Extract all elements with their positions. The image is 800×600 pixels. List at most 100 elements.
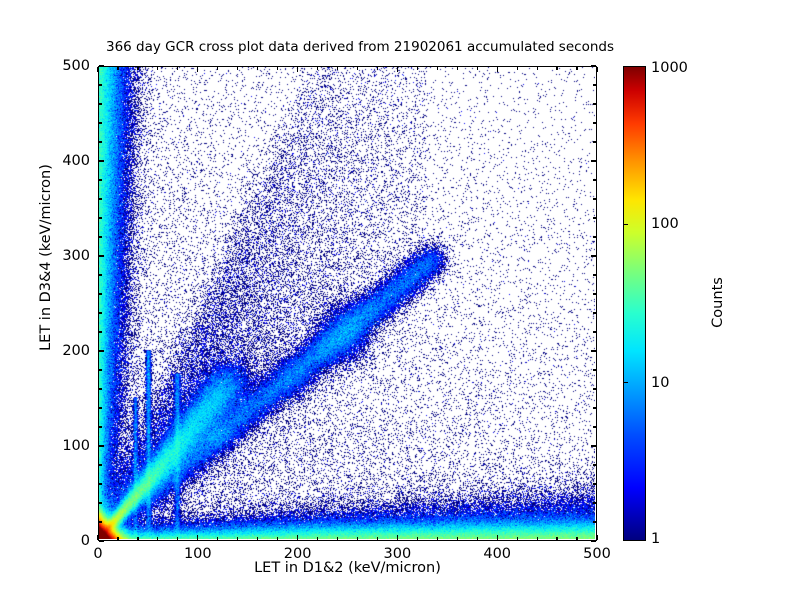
y-minortick-right [593, 122, 596, 124]
x-minortick-top [316, 67, 319, 70]
x-tick-200 [297, 535, 299, 540]
colorbar-ticklabel-100: 100 [651, 216, 679, 233]
y-tick-right-500 [591, 65, 596, 67]
x-ticklabel-300: 300 [383, 546, 412, 562]
x-minortick-top [336, 67, 339, 70]
x-ticklabel-500: 500 [583, 546, 611, 562]
x-minortick [137, 537, 139, 540]
y-minortick-right [593, 407, 596, 409]
y-minortick [99, 388, 102, 390]
y-minortick [99, 483, 102, 485]
x-minortick-top [157, 67, 159, 70]
y-tick-200 [99, 350, 104, 352]
x-minortick [476, 537, 478, 540]
y-tick-0 [99, 540, 104, 542]
x-minortick-top [476, 67, 478, 70]
x-minortick-top [436, 67, 438, 70]
y-minortick-right [593, 217, 596, 219]
colorbar[interactable] [623, 66, 646, 541]
y-tick-right-300 [591, 255, 596, 257]
x-minortick-top [536, 67, 538, 70]
y-minortick [99, 369, 102, 371]
y-minortick-right [593, 141, 596, 143]
plot-axes[interactable] [98, 66, 597, 541]
x-tick-top-500 [596, 67, 598, 72]
y-minortick [99, 217, 102, 219]
x-minortick-top [576, 67, 578, 70]
y-ticklabel-100: 100 [62, 438, 90, 454]
x-ticklabel-400: 400 [483, 546, 512, 562]
y-minortick-right [593, 502, 596, 504]
y-tick-right-0 [591, 540, 596, 542]
x-tick-top-100 [197, 67, 199, 72]
x-minortick [177, 537, 179, 540]
x-minortick-top [117, 67, 119, 70]
x-minortick [356, 537, 359, 540]
colorbar-ticklabel-1: 1 [651, 531, 661, 547]
x-minortick [436, 537, 438, 540]
y-minortick-right [593, 426, 596, 428]
y-minortick-right [593, 198, 596, 200]
x-tick-top-0 [97, 67, 99, 72]
y-minortick [99, 179, 102, 181]
y-minortick-right [593, 464, 596, 466]
y-ticklabel-300: 300 [62, 248, 90, 264]
y-minortick-right [593, 179, 596, 181]
x-minortick-top [556, 67, 558, 70]
x-minortick [516, 537, 518, 540]
colorbar-tick-10 [623, 382, 628, 384]
x-minortick-top [257, 67, 259, 70]
y-tick-right-200 [591, 350, 596, 352]
x-tick-top-400 [496, 67, 498, 72]
x-minortick [316, 537, 319, 540]
y-minortick [99, 502, 102, 504]
y-minortick [99, 293, 102, 295]
y-ticklabel-0: 0 [80, 533, 90, 549]
x-minortick-top [237, 67, 239, 70]
y-tick-400 [99, 160, 104, 162]
y-minortick [99, 274, 102, 276]
y-ticklabel-400: 400 [62, 153, 90, 169]
colorbar-ticklabel-1000: 1000 [651, 60, 688, 76]
y-minortick-right [593, 388, 596, 390]
y-minortick [99, 426, 102, 428]
x-minortick [336, 537, 339, 540]
x-axis-label: LET in D1&2 (keV/micron) [254, 560, 441, 576]
y-tick-right-100 [591, 445, 596, 447]
x-minortick-top [356, 67, 359, 70]
x-tick-top-300 [396, 67, 398, 72]
y-minortick-right [593, 521, 596, 523]
y-minortick-right [593, 369, 596, 371]
x-tick-100 [197, 535, 199, 540]
x-ticklabel-0: 0 [93, 546, 103, 562]
y-minortick [99, 198, 102, 200]
x-minortick [576, 537, 578, 540]
y-tick-300 [99, 255, 104, 257]
x-tick-300 [396, 535, 398, 540]
y-minortick-right [593, 293, 596, 295]
x-minortick-top [177, 67, 179, 70]
y-minortick-right [593, 274, 596, 276]
x-minortick [117, 537, 119, 540]
x-minortick-top [516, 67, 518, 70]
x-minortick [456, 537, 458, 540]
y-ticklabel-500: 500 [62, 58, 90, 74]
x-minortick [277, 537, 279, 540]
x-tick-400 [496, 535, 498, 540]
y-minortick [99, 331, 102, 333]
x-tick-0 [97, 535, 99, 540]
x-minortick [556, 537, 558, 540]
y-minortick [99, 103, 102, 105]
x-minortick [536, 537, 538, 540]
y-minortick [99, 122, 102, 124]
x-minortick-top [277, 67, 279, 70]
x-minortick-top [137, 67, 139, 70]
y-minortick-right [593, 103, 596, 105]
y-minortick [99, 521, 102, 523]
y-tick-100 [99, 445, 104, 447]
x-minortick-top [456, 67, 458, 70]
colorbar-tick-100 [623, 223, 628, 225]
y-minortick [99, 236, 102, 238]
colorbar-ticklabel-10: 10 [651, 374, 670, 391]
